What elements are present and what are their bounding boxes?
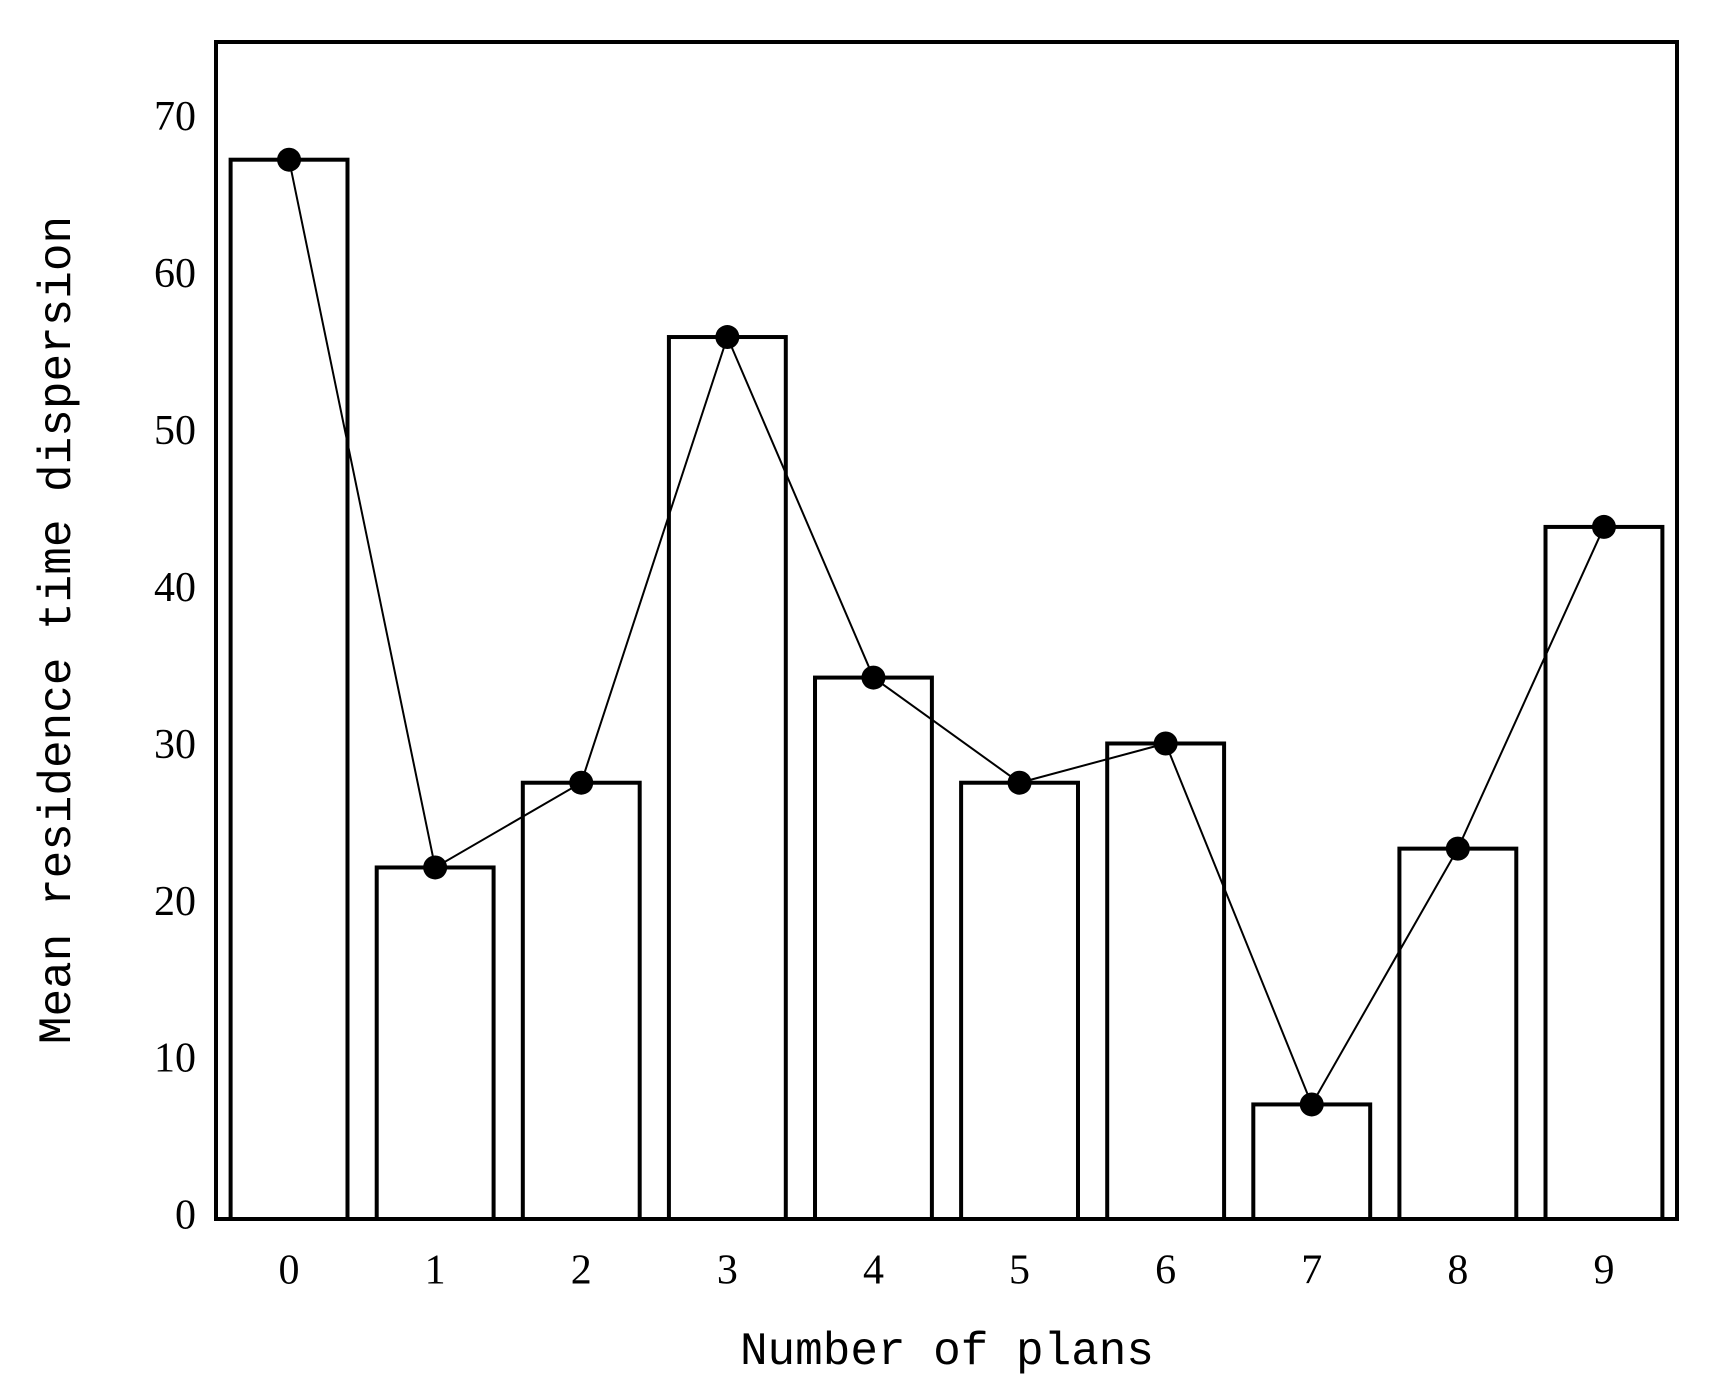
bar <box>959 780 1080 1221</box>
marker <box>1445 836 1470 861</box>
bar <box>1397 846 1519 1221</box>
x-tick-label: 6 <box>1155 1248 1176 1294</box>
x-tick-label: 8 <box>1447 1248 1468 1294</box>
y-tick-label: 50 <box>154 408 196 454</box>
y-tick-label: 20 <box>154 879 196 925</box>
x-tick-label: 7 <box>1301 1248 1322 1294</box>
y-tick-label: 60 <box>154 251 196 297</box>
plot-frame <box>214 40 1679 1221</box>
marker <box>1007 770 1032 795</box>
bar <box>1251 1102 1373 1222</box>
x-tick-label: 4 <box>863 1248 884 1294</box>
x-tick-label: 3 <box>717 1248 738 1294</box>
marker <box>277 147 302 172</box>
marker <box>569 770 594 795</box>
marker <box>423 855 448 880</box>
marker <box>715 325 740 350</box>
x-tick-label: 1 <box>425 1248 446 1294</box>
x-axis-label: Number of plans <box>740 1326 1154 1378</box>
bar <box>1543 524 1665 1221</box>
marker <box>1153 731 1178 756</box>
marker <box>861 665 886 690</box>
marker <box>1591 514 1616 539</box>
x-tick-label: 9 <box>1593 1248 1614 1294</box>
y-tick-label: 30 <box>154 722 196 768</box>
bar <box>520 780 642 1221</box>
x-tick-label: 0 <box>279 1248 300 1294</box>
y-axis-label: Mean residence time dispersion <box>32 216 84 1044</box>
bar <box>228 157 350 1222</box>
bar <box>666 335 788 1221</box>
bar <box>374 865 496 1222</box>
line <box>288 159 1605 1107</box>
y-tick-label: 70 <box>154 94 196 140</box>
y-tick-label: 40 <box>154 565 196 611</box>
y-tick-label: 10 <box>154 1036 196 1082</box>
bar <box>813 675 934 1221</box>
y-tick-label: 0 <box>175 1193 196 1239</box>
x-tick-label: 2 <box>571 1248 592 1294</box>
marker <box>1299 1092 1324 1117</box>
bar <box>1105 741 1227 1221</box>
x-tick-label: 5 <box>1009 1248 1030 1294</box>
